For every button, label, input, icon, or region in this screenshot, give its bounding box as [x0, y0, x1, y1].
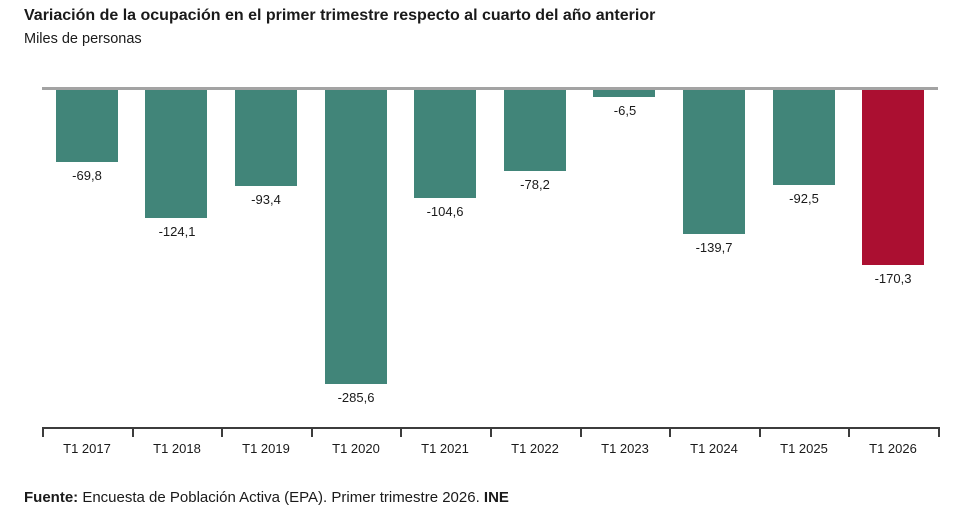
bar	[414, 90, 476, 198]
bar-value-label: -285,6	[337, 390, 375, 405]
axis-tick	[311, 427, 313, 437]
bar	[773, 90, 835, 185]
bar-value-label: -69,8	[72, 168, 102, 183]
bar-value-label: -139,7	[695, 240, 733, 255]
bar-value-label: -92,5	[789, 191, 819, 206]
zero-baseline	[42, 87, 938, 90]
bar	[56, 90, 118, 162]
source-text: Encuesta de Población Activa (EPA). Prim…	[78, 489, 484, 506]
x-axis-label: T1 2022	[511, 441, 559, 456]
x-axis-label: T1 2025	[780, 441, 828, 456]
bar-value-label: -6,5	[613, 103, 637, 118]
bar-value-label: -78,2	[520, 177, 550, 192]
axis-tick	[669, 427, 671, 437]
bar	[593, 90, 655, 97]
page-title: Variación de la ocupación en el primer t…	[24, 7, 656, 24]
axis-tick	[42, 427, 44, 437]
x-axis-label: T1 2024	[690, 441, 738, 456]
x-axis-label: T1 2023	[601, 441, 649, 456]
source-publisher: INE	[483, 489, 509, 506]
chart-subtitle: Miles de personas	[24, 31, 142, 47]
axis-tick	[580, 427, 582, 437]
axis-tick	[400, 427, 402, 437]
axis-tick	[848, 427, 850, 437]
bar	[325, 90, 387, 384]
bar	[862, 90, 924, 265]
x-axis-label: T1 2017	[63, 441, 111, 456]
bar-value-label: -170,3	[874, 271, 912, 286]
bar-value-label: -124,1	[158, 224, 196, 239]
x-axis-label: T1 2021	[421, 441, 469, 456]
source-label: Fuente:	[24, 489, 79, 506]
axis-tick	[938, 427, 940, 437]
bar-value-label: -104,6	[426, 204, 464, 219]
bar	[235, 90, 297, 186]
bar	[504, 90, 566, 171]
x-axis-label: T1 2020	[332, 441, 380, 456]
axis-tick	[221, 427, 223, 437]
bar	[145, 90, 207, 218]
bar-value-label: -93,4	[251, 192, 281, 207]
axis-tick	[759, 427, 761, 437]
axis-tick	[132, 427, 134, 437]
bar	[683, 90, 745, 234]
source-note: Fuente: Encuesta de Población Activa (EP…	[24, 489, 509, 506]
axis-tick	[490, 427, 492, 437]
x-axis-label: T1 2018	[153, 441, 201, 456]
x-axis-label: T1 2019	[242, 441, 290, 456]
x-axis-label: T1 2026	[869, 441, 917, 456]
